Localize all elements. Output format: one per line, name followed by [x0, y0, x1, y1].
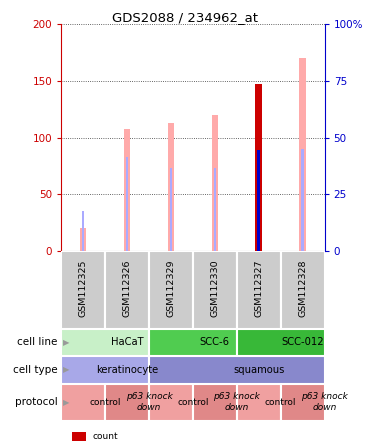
Bar: [193, 384, 237, 421]
Bar: [301, 149, 304, 251]
Bar: [281, 251, 325, 329]
Bar: [149, 329, 237, 356]
Text: HaCaT: HaCaT: [111, 337, 143, 347]
Text: GSM112325: GSM112325: [79, 259, 88, 317]
Text: GSM112329: GSM112329: [167, 259, 175, 317]
Bar: [105, 384, 149, 421]
Text: p63 knock
down: p63 knock down: [213, 392, 260, 412]
Text: GDS2088 / 234962_at: GDS2088 / 234962_at: [112, 11, 259, 24]
Bar: [61, 384, 105, 421]
Text: count: count: [92, 432, 118, 441]
Bar: [105, 251, 149, 329]
Text: ▶: ▶: [63, 338, 70, 347]
Bar: [149, 384, 193, 421]
Text: GSM112328: GSM112328: [298, 259, 307, 317]
Text: ▶: ▶: [63, 398, 70, 407]
Text: squamous: squamous: [233, 365, 285, 375]
Bar: [257, 150, 260, 251]
Text: SCC-012: SCC-012: [281, 337, 324, 347]
Bar: [61, 356, 149, 384]
Bar: [211, 115, 218, 251]
Text: GSM112327: GSM112327: [254, 259, 263, 317]
Text: control: control: [265, 398, 296, 407]
Bar: [214, 168, 216, 251]
Text: protocol: protocol: [15, 397, 58, 407]
Bar: [61, 329, 149, 356]
Bar: [149, 251, 193, 329]
Bar: [149, 356, 325, 384]
Bar: [82, 211, 85, 251]
Bar: [237, 384, 281, 421]
Bar: [193, 251, 237, 329]
Bar: [256, 84, 262, 251]
Text: p63 knock
down: p63 knock down: [125, 392, 173, 412]
Text: control: control: [177, 398, 209, 407]
Bar: [126, 157, 128, 251]
Bar: [237, 251, 281, 329]
Bar: [124, 129, 130, 251]
Bar: [299, 58, 306, 251]
Bar: [61, 251, 105, 329]
Bar: [237, 329, 325, 356]
Text: cell type: cell type: [13, 365, 58, 375]
Bar: [281, 384, 325, 421]
Bar: [80, 228, 86, 251]
Bar: [170, 168, 172, 251]
Text: GSM112326: GSM112326: [122, 259, 132, 317]
Text: SCC-6: SCC-6: [200, 337, 230, 347]
Text: control: control: [89, 398, 121, 407]
Text: p63 knock
down: p63 knock down: [301, 392, 348, 412]
Bar: [168, 123, 174, 251]
Text: ▶: ▶: [63, 365, 70, 374]
Text: GSM112330: GSM112330: [210, 259, 219, 317]
Text: keratinocyte: keratinocyte: [96, 365, 158, 375]
Text: cell line: cell line: [17, 337, 58, 347]
